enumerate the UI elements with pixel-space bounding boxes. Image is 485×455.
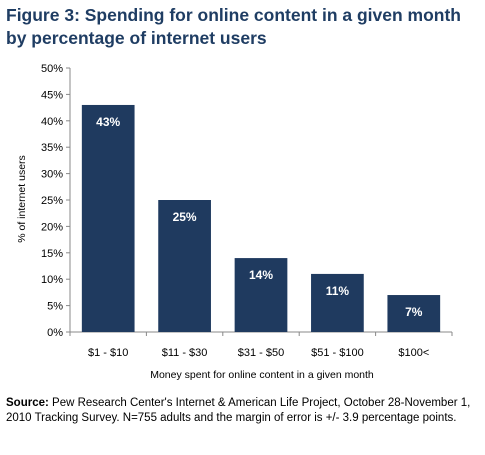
y-axis-title: % of internet users	[16, 155, 28, 243]
data-label: 11%	[326, 284, 350, 298]
bars: 43% 25% 14% 11% 7%	[81, 104, 441, 333]
x-axis	[69, 331, 453, 336]
source-label: Source:	[6, 397, 49, 409]
y-tick-label: 0%	[47, 327, 63, 339]
y-tick-label: 20%	[41, 221, 63, 233]
bar	[387, 295, 441, 332]
bar-chart: 0% 5% 10% 15% 20% 25% 30% 35% 40% 45% 50% 43% 25% 14…	[16, 63, 453, 381]
y-tick-label: 40%	[41, 116, 63, 128]
category-label: $1 - $10	[88, 347, 128, 359]
y-tick-label: 10%	[41, 274, 63, 286]
y-tick-label: 35%	[41, 142, 63, 154]
bar	[311, 273, 364, 332]
y-tick-label: 5%	[47, 301, 63, 313]
data-label: 7%	[405, 305, 423, 319]
bar	[158, 200, 211, 332]
data-label: 43%	[96, 115, 120, 129]
y-tick-label: 25%	[41, 195, 63, 207]
y-tick-label: 30%	[41, 169, 63, 181]
y-axis: 0% 5% 10% 15% 20% 25% 30% 35% 40% 45% 50%	[41, 63, 71, 339]
bar	[234, 258, 288, 332]
category-label: $31 - $50	[238, 347, 284, 359]
y-tick-label: 50%	[41, 63, 63, 75]
y-tick-label: 45%	[41, 89, 63, 101]
category-label: $51 - $100	[311, 347, 364, 359]
x-axis-title: Money spent for online content in a give…	[150, 369, 374, 381]
data-label: 14%	[249, 268, 273, 282]
bar	[81, 104, 135, 333]
chart-title: Figure 3: Spending for online content in…	[6, 5, 461, 48]
category-label: $11 - $30	[162, 347, 208, 359]
category-label: $100<	[398, 347, 429, 359]
y-tick-label: 15%	[41, 248, 63, 260]
category-labels: $1 - $10 $11 - $30 $31 - $50 $51 - $100 $100…	[88, 347, 429, 359]
source-note: Source: Pew Research Center's Internet &…	[6, 396, 482, 426]
source-text: Pew Research Center's Internet & America…	[6, 397, 471, 424]
data-label: 25%	[173, 210, 197, 224]
